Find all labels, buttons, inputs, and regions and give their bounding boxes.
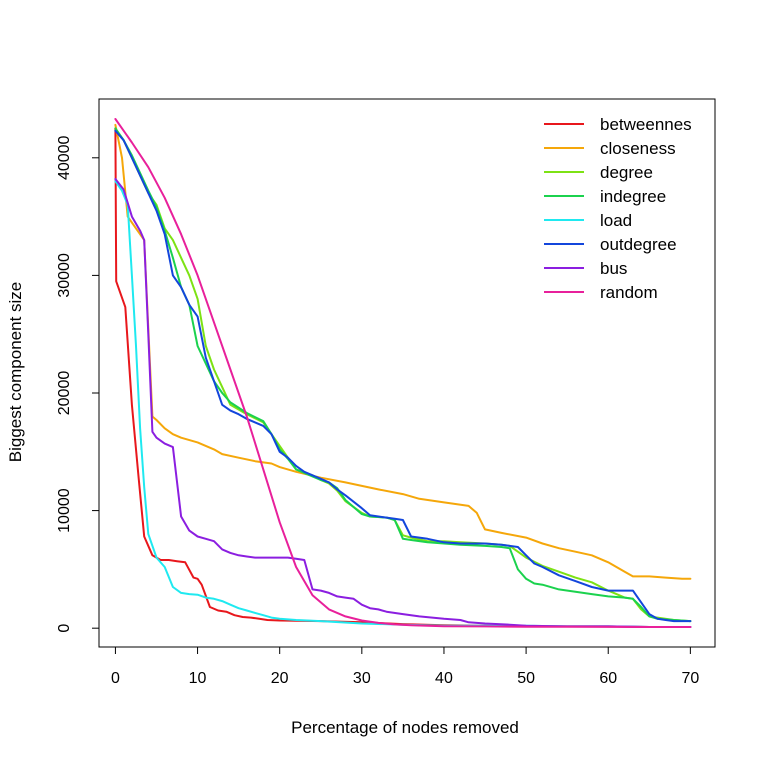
y-tick-label: 0 <box>56 624 73 633</box>
series-line-closeness <box>114 123 692 580</box>
legend-label-bus: bus <box>600 259 627 278</box>
legend-label-outdegree: outdegree <box>600 235 677 254</box>
x-tick-label: 60 <box>599 670 617 687</box>
x-axis: 0 10 20 30 40 50 60 70 <box>111 646 699 687</box>
x-tick-label: 50 <box>517 670 535 687</box>
y-axis: 0 10000 20000 30000 40000 <box>56 135 100 633</box>
y-tick-label: 10000 <box>56 488 73 533</box>
legend-label-load: load <box>600 211 632 230</box>
y-axis-title: Biggest component size <box>6 282 25 463</box>
legend: betweennes closeness degree indegree load out… <box>544 115 692 302</box>
x-axis-title: Percentage of nodes removed <box>291 718 519 737</box>
series-line-random <box>114 118 692 628</box>
y-tick-label: 20000 <box>56 371 73 416</box>
y-tick-label: 40000 <box>56 135 73 180</box>
x-tick-label: 30 <box>353 670 371 687</box>
x-tick-label: 10 <box>189 670 207 687</box>
legend-label-random: random <box>600 283 658 302</box>
x-tick-label: 20 <box>271 670 289 687</box>
y-tick-label: 30000 <box>56 253 73 298</box>
series-line-outdegree <box>114 129 692 623</box>
legend-label-betweennes: betweennes <box>600 115 692 134</box>
x-tick-label: 70 <box>681 670 699 687</box>
x-tick-label: 0 <box>111 670 120 687</box>
legend-label-closeness: closeness <box>600 139 676 158</box>
legend-label-degree: degree <box>600 163 653 182</box>
legend-label-indegree: indegree <box>600 187 666 206</box>
x-tick-label: 40 <box>435 670 453 687</box>
series-layer <box>114 118 692 628</box>
